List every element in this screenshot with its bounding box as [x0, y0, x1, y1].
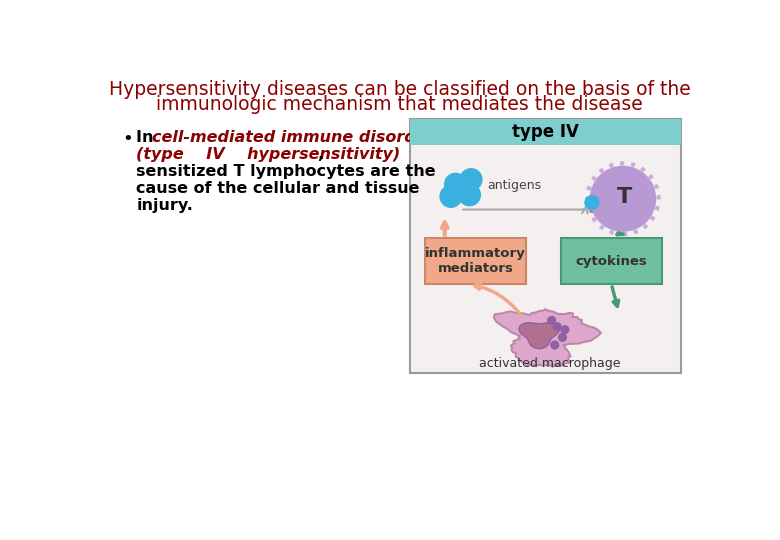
- Circle shape: [551, 341, 558, 349]
- PathPatch shape: [519, 323, 559, 349]
- Text: sensitized T lymphocytes are the: sensitized T lymphocytes are the: [136, 164, 436, 179]
- Text: antigens: antigens: [488, 179, 541, 192]
- Text: •: •: [122, 130, 133, 148]
- Text: cause of the cellular and tissue: cause of the cellular and tissue: [136, 181, 420, 196]
- Text: immunologic mechanism that mediates the disease: immunologic mechanism that mediates the …: [156, 96, 644, 114]
- Text: (type    IV    hypersensitivity): (type IV hypersensitivity): [136, 147, 400, 162]
- Circle shape: [561, 326, 569, 334]
- Circle shape: [548, 316, 555, 325]
- Circle shape: [445, 173, 466, 195]
- Text: Hypersensitivity diseases can be classified on the basis of the: Hypersensitivity diseases can be classif…: [109, 80, 690, 99]
- Text: activated macrophage: activated macrophage: [479, 357, 620, 370]
- Text: ,: ,: [317, 147, 324, 162]
- Text: cell-mediated immune disorders: cell-mediated immune disorders: [152, 130, 444, 145]
- Text: cytokines: cytokines: [576, 255, 647, 268]
- Text: inflammatory
mediators: inflammatory mediators: [425, 247, 526, 275]
- FancyBboxPatch shape: [425, 238, 526, 284]
- Circle shape: [460, 168, 482, 190]
- PathPatch shape: [494, 309, 601, 367]
- Circle shape: [585, 195, 599, 210]
- Bar: [410, 119, 681, 145]
- Circle shape: [553, 323, 561, 330]
- Text: In: In: [136, 130, 159, 145]
- Text: type IV: type IV: [512, 123, 579, 141]
- Circle shape: [459, 184, 480, 206]
- Text: injury.: injury.: [136, 198, 193, 213]
- Text: T: T: [617, 187, 632, 207]
- Circle shape: [558, 334, 566, 341]
- Bar: [590, 193, 606, 213]
- Circle shape: [590, 166, 655, 231]
- Circle shape: [440, 186, 462, 207]
- Bar: [410, 119, 681, 373]
- FancyBboxPatch shape: [561, 238, 661, 284]
